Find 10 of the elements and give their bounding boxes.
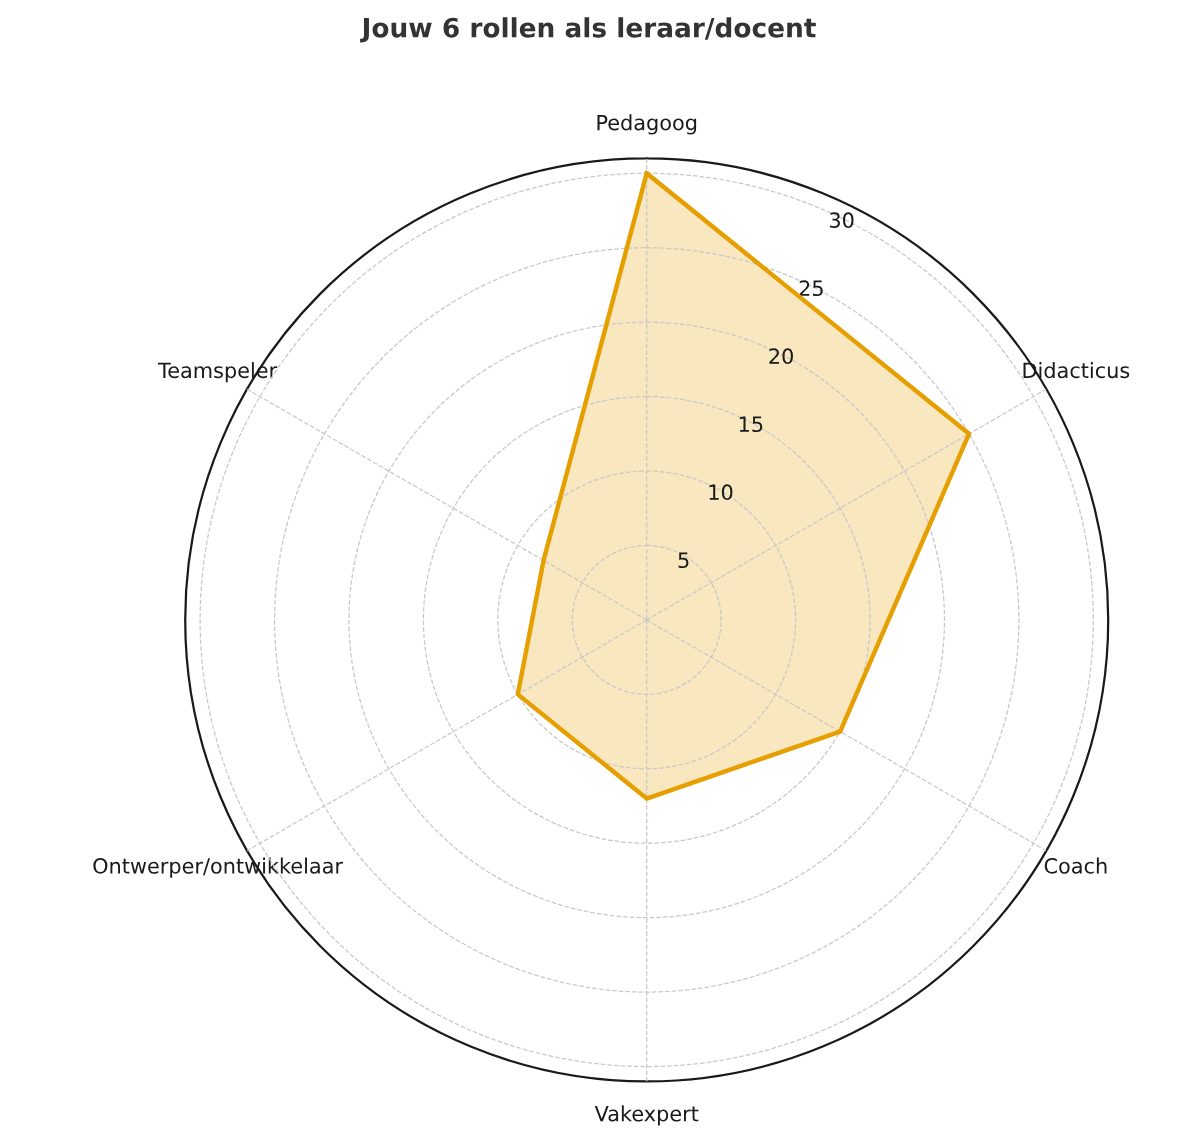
spoke-label: Vakexpert xyxy=(594,1105,699,1126)
chart-title: Jouw 6 rollen als leraar/docent xyxy=(360,17,816,43)
y-tick-label: 10 xyxy=(709,484,733,501)
y-tick-label: 15 xyxy=(739,416,763,433)
spoke-label: Coach xyxy=(1044,857,1107,874)
y-tick-label: 25 xyxy=(799,280,823,297)
y-tick-label: 20 xyxy=(769,348,793,365)
y-tick-label: 5 xyxy=(678,552,689,569)
spoke-label: Pedagoog xyxy=(597,114,697,135)
y-tick-label: 30 xyxy=(829,212,854,229)
